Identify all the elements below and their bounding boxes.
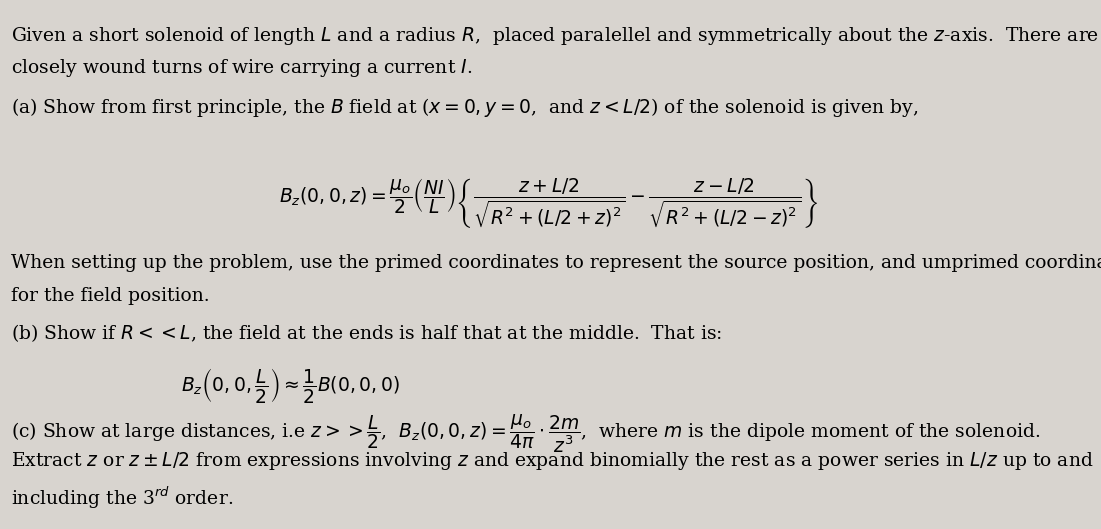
Text: (b) Show if $R << L$, the field at the ends is half that at the middle.  That is: (b) Show if $R << L$, the field at the e… [11, 322, 722, 344]
Text: including the 3$^{rd}$ order.: including the 3$^{rd}$ order. [11, 485, 233, 510]
Text: (c) Show at large distances, i.e $z>>\dfrac{L}{2}$,  $B_z(0,0,z) = \dfrac{\mu_o}: (c) Show at large distances, i.e $z>>\df… [11, 413, 1040, 455]
Text: $B_z(0,0,z) = \dfrac{\mu_o}{2}\left(\dfrac{NI}{L}\right)\left\{\dfrac{z+L/2}{\sq: $B_z(0,0,z) = \dfrac{\mu_o}{2}\left(\dfr… [279, 176, 818, 230]
Text: (a) Show from first principle, the $B$ field at ($x=0, y=0$,  and $z < L/2$) of : (a) Show from first principle, the $B$ f… [11, 96, 918, 119]
Text: closely wound turns of wire carrying a current $I$.: closely wound turns of wire carrying a c… [11, 57, 472, 79]
Text: Extract $z$ or $z \pm L/2$ from expressions involving $z$ and expand binomially : Extract $z$ or $z \pm L/2$ from expressi… [11, 450, 1093, 472]
Text: Given a short solenoid of length $L$ and a radius $R$,  placed paralellel and sy: Given a short solenoid of length $L$ and… [11, 25, 1101, 47]
Text: $B_z\left(0,0,\dfrac{L}{2}\right) \approx \dfrac{1}{2}B(0,0,0)$: $B_z\left(0,0,\dfrac{L}{2}\right) \appro… [181, 366, 400, 405]
Text: When setting up the problem, use the primed coordinates to represent the source : When setting up the problem, use the pri… [11, 254, 1101, 272]
Text: for the field position.: for the field position. [11, 287, 210, 305]
